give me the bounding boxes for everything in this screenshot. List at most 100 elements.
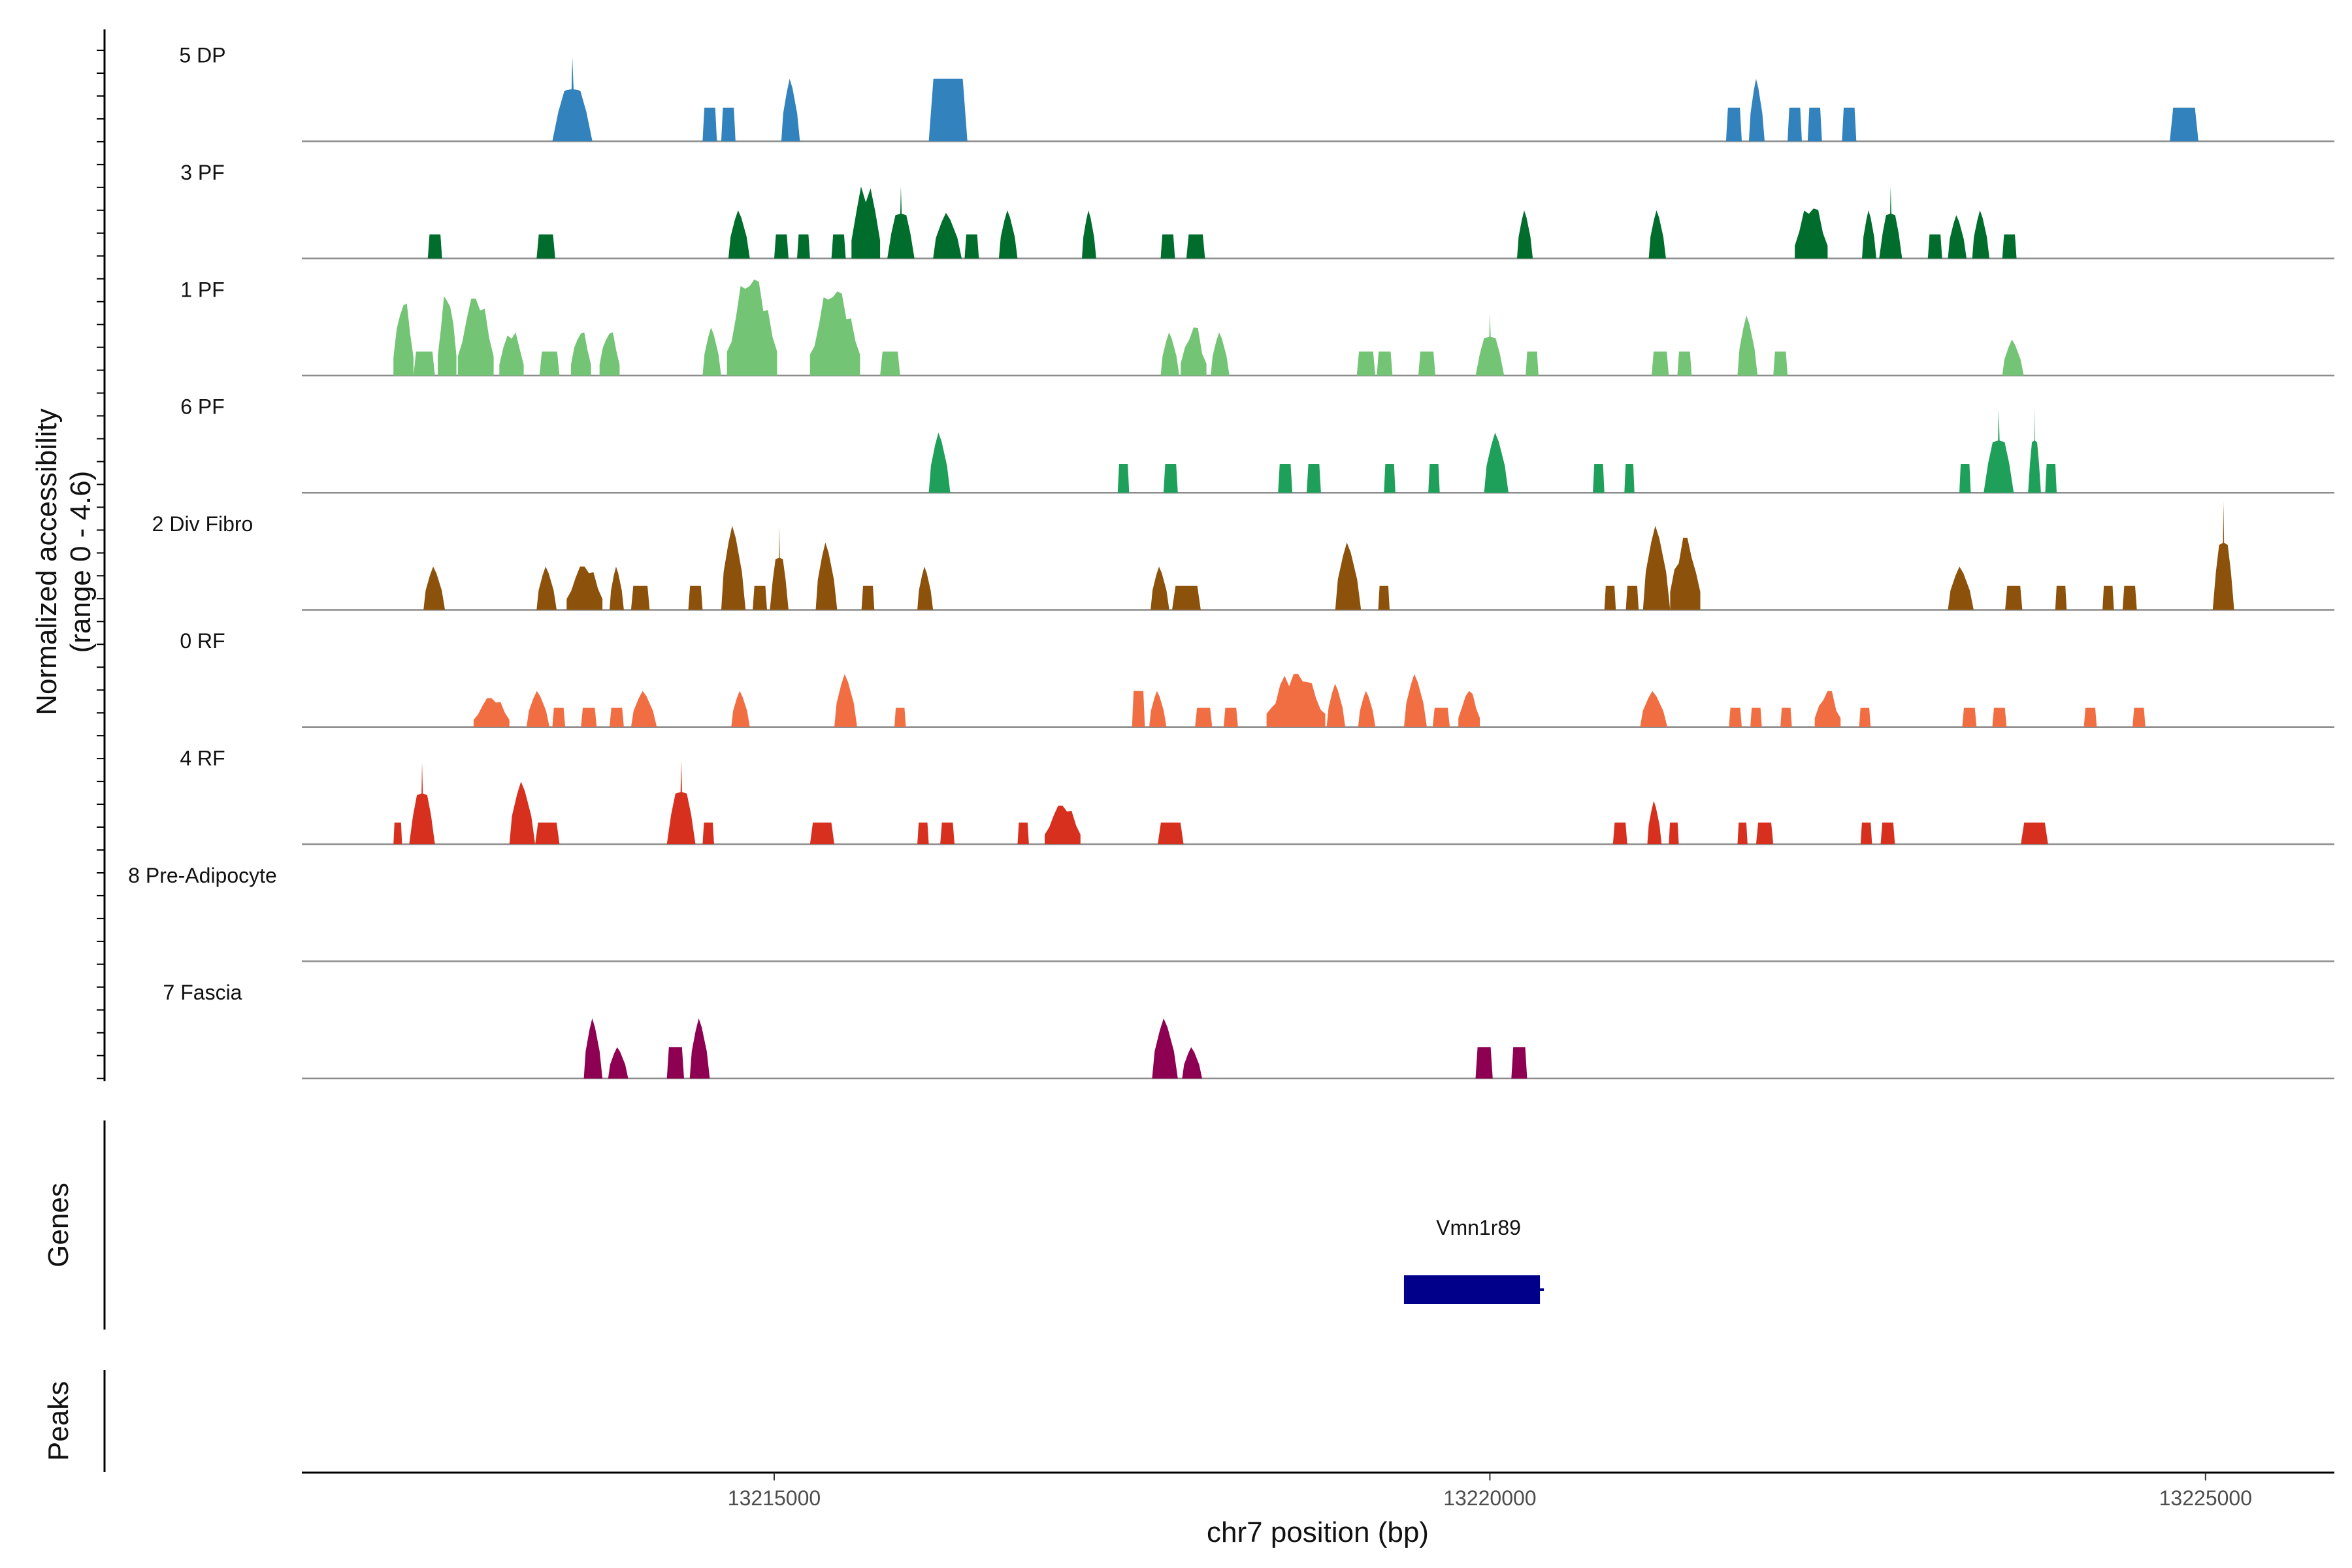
genes-track-label: Genes	[42, 1183, 74, 1267]
track-label: 0 RF	[180, 629, 225, 653]
track-label: 1 PF	[180, 278, 225, 301]
coverage-peak	[928, 433, 951, 493]
coverage-peak	[427, 234, 442, 259]
coverage-peak	[940, 823, 955, 845]
x-axis-title: chr7 position (bp)	[1207, 1516, 1429, 1548]
coverage-peak	[1017, 823, 1029, 845]
coverage-peak	[1780, 708, 1792, 727]
coverage-peak	[1677, 351, 1692, 376]
coverage-peak	[809, 823, 834, 845]
coverage-peak	[809, 291, 860, 376]
track-3-pf: 3 PF	[180, 161, 2334, 259]
coverage-peak	[1750, 708, 1762, 727]
coverage-peak	[2170, 107, 2198, 142]
coverage-peak	[610, 566, 624, 610]
track-2-div-fibro: 2 Div Fibro	[152, 501, 2334, 611]
coverage-peak	[1163, 464, 1178, 493]
coverage-peak	[1737, 823, 1748, 845]
coverage-peak	[1842, 107, 1857, 142]
coverage-peak	[1158, 823, 1184, 845]
y-axis-title-line2: (range 0 - 4.6)	[65, 471, 97, 653]
coverage-peak	[1082, 210, 1096, 259]
track-label: 3 PF	[180, 161, 225, 184]
coverage-peak	[1652, 351, 1669, 376]
x-axis-ticks: 13215000 13220000 13225000	[728, 1473, 2252, 1510]
coverage-peak	[1948, 215, 1967, 259]
coverage-peak	[702, 107, 717, 142]
coverage-peak	[393, 823, 402, 845]
coverage-peak	[1729, 708, 1742, 727]
coverage-peak	[536, 234, 555, 259]
coverage-peak	[1604, 585, 1616, 610]
coverage-peak	[1624, 464, 1635, 493]
coverage-peak	[566, 566, 603, 610]
coverage-peak	[1625, 585, 1639, 610]
coverage-peak	[1880, 823, 1895, 845]
coverage-peak	[1640, 691, 1668, 727]
coverage-peak	[1266, 674, 1326, 727]
peaks-track-label: Peaks	[42, 1381, 74, 1461]
coverage-peak	[1326, 683, 1346, 727]
coverage-peak	[2021, 823, 2048, 845]
coverage-peak	[861, 585, 875, 610]
coverage-peak	[1307, 464, 1321, 493]
coverage-peak	[2102, 585, 2114, 610]
coverage-peak	[666, 1047, 684, 1079]
coverage-peak	[781, 78, 800, 142]
coverage-peak	[1404, 674, 1427, 727]
coverage-peak	[933, 212, 962, 259]
coverage-peak	[1992, 708, 2007, 727]
coverage-peak	[1181, 327, 1207, 376]
coverage-peak	[1475, 1047, 1493, 1079]
coverage-peak	[599, 332, 620, 376]
coverage-peak	[2002, 234, 2017, 259]
coverage-peak	[702, 327, 721, 376]
coverage-peak	[1860, 823, 1872, 845]
coverage-peak	[887, 186, 915, 259]
coverage-peak	[1879, 186, 1903, 259]
coverage-peak	[1117, 464, 1130, 493]
coverage-peak	[536, 566, 557, 610]
coverage-peak	[1773, 351, 1788, 376]
coverage-peak	[610, 708, 624, 727]
coverage-y-ticks	[97, 50, 105, 1079]
coverage-peak	[731, 691, 750, 727]
coverage-peak	[688, 585, 703, 610]
coverage-peak	[409, 762, 435, 845]
coverage-peak	[774, 234, 789, 259]
coverage-peak	[499, 332, 524, 376]
coverage-peak	[1862, 210, 1876, 259]
coverage-peak	[1669, 823, 1679, 845]
coverage-peak	[527, 691, 549, 727]
coverage-peak	[581, 708, 597, 727]
coverage-tracks: 5 DP 3 PF 1 PF 6 PF 2 Div Fibro 0 RF 4 RF 8 Pre…	[128, 44, 2334, 1079]
coverage-peak	[1788, 107, 1802, 142]
track-4-rf: 4 RF	[180, 746, 2334, 845]
coverage-peak	[1358, 691, 1376, 727]
coverage-peak	[1725, 107, 1742, 142]
coverage-peak	[2005, 585, 2023, 610]
coverage-peak	[1593, 464, 1605, 493]
x-axis: 13215000 13220000 13225000 chr7 position (…	[302, 1471, 2334, 1548]
coverage-peak	[1211, 332, 1230, 376]
coverage-peak	[1927, 234, 1942, 259]
coverage-peak	[552, 708, 566, 727]
coverage-peak	[457, 299, 494, 376]
coverage-peak	[393, 303, 414, 376]
track-6-pf: 6 PF	[180, 395, 2334, 494]
coverage-peak	[1647, 800, 1662, 845]
coverage-peak	[630, 585, 650, 610]
coverage-peak	[509, 781, 536, 845]
coverage-peak	[1959, 464, 1971, 493]
coverage-peak	[1195, 708, 1213, 727]
track-label: 6 PF	[180, 395, 225, 419]
coverage-peak	[964, 234, 979, 259]
coverage-peak	[2083, 708, 2097, 727]
coverage-peak	[727, 279, 777, 376]
coverage-peak	[721, 525, 746, 610]
coverage-peak	[1149, 691, 1167, 727]
track-8-pre-adipocyte: 8 Pre-Adipocyte	[128, 864, 2334, 962]
coverage-peak	[1045, 806, 1081, 845]
coverage-peak	[2132, 708, 2146, 727]
